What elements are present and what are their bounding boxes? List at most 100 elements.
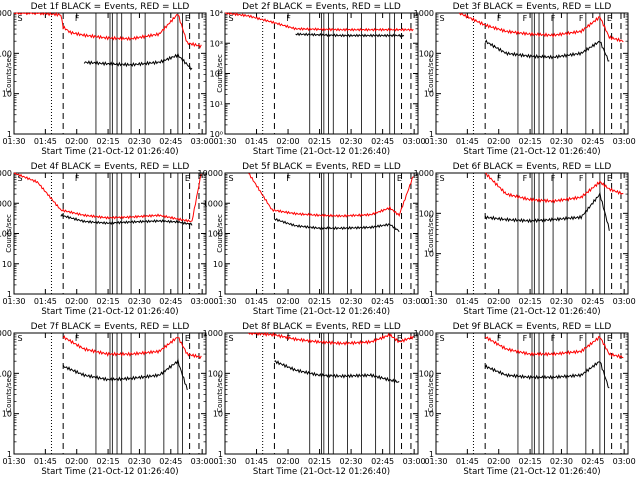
- y-axis-label: Counts/sec: [427, 214, 435, 253]
- chart-title: Det 7f BLACK = Events, RED = LLD: [31, 322, 190, 332]
- event-marker-label: F: [75, 174, 80, 183]
- y-tick-label: 1: [429, 290, 434, 299]
- x-tick-label: 02:00: [277, 297, 300, 306]
- x-tick-label: 02:15: [308, 137, 331, 146]
- x-axis-label: Start Time (21-Oct-12 01:26:40): [463, 147, 600, 157]
- y-tick-label: 10: [424, 250, 434, 259]
- event-marker-label: E: [397, 334, 402, 343]
- y-tick-label: 10000: [0, 169, 12, 178]
- x-tick-label: 03:00: [403, 457, 426, 466]
- event-marker-label: S: [229, 334, 234, 343]
- y-tick-label: 10²: [210, 70, 223, 79]
- x-tick-label: 01:45: [245, 457, 268, 466]
- y-axis-label: Counts/sec: [427, 54, 435, 93]
- x-tick-label: 02:15: [519, 137, 542, 146]
- x-tick-label: 03:00: [191, 137, 214, 146]
- y-tick-label: 1: [218, 290, 223, 299]
- y-tick-label: 10: [424, 410, 434, 419]
- event-marker-label: E: [185, 334, 190, 343]
- x-tick-label: 02:15: [97, 457, 120, 466]
- series-lld-line: [485, 172, 624, 204]
- x-tick-label: 01:30: [213, 457, 236, 466]
- event-marker-label: E: [607, 334, 612, 343]
- event-marker-label: S: [18, 334, 23, 343]
- x-tick-label: 02:45: [159, 457, 182, 466]
- x-tick-label: 02:15: [519, 457, 542, 466]
- x-tick-label: 02:00: [487, 297, 510, 306]
- series-events-line: [60, 213, 193, 226]
- x-tick-label: 02:30: [550, 297, 573, 306]
- event-marker-label: S: [440, 14, 445, 23]
- series-lld-line: [62, 334, 202, 360]
- event-marker-label: E: [185, 14, 190, 23]
- event-marker-label: F: [497, 334, 502, 343]
- x-tick-label: 02:45: [371, 137, 394, 146]
- y-tick-label: 100: [419, 209, 434, 218]
- x-tick-label: 02:30: [340, 137, 363, 146]
- x-tick-label: 02:00: [487, 457, 510, 466]
- y-tick-label: 10: [213, 410, 223, 419]
- x-tick-label: 03:00: [403, 297, 426, 306]
- series-events-line: [484, 361, 610, 389]
- x-tick-label: 01:30: [424, 137, 447, 146]
- y-tick-label: 100: [419, 369, 434, 378]
- series-lld-line: [225, 12, 414, 32]
- y-tick-label: 100: [0, 49, 12, 58]
- panel-1: Det 1f BLACK = Events, RED = LLD Counts/s…: [0, 2, 214, 157]
- x-tick-label: 02:15: [308, 297, 331, 306]
- y-tick-label: 10: [2, 90, 12, 99]
- x-axis-label: Start Time (21-Oct-12 01:26:40): [253, 147, 390, 157]
- event-marker-label: S: [229, 14, 234, 23]
- y-tick-label: 1000: [203, 199, 223, 208]
- event-marker-label: F: [551, 334, 556, 343]
- x-tick-label: 02:15: [308, 457, 331, 466]
- y-tick-label: 100: [419, 49, 434, 58]
- x-tick-label: 03:00: [613, 457, 636, 466]
- x-tick-label: 01:45: [456, 137, 479, 146]
- x-tick-label: 01:45: [34, 297, 57, 306]
- y-axis-label: Counts/sec: [5, 54, 13, 93]
- y-tick-label: 1000: [414, 169, 434, 178]
- series-lld-line: [248, 331, 414, 346]
- panel-2: Det 2f BLACK = Events, RED = LLD Counts/s…: [210, 2, 426, 157]
- series-events-line: [484, 39, 610, 62]
- y-tick-label: 1: [429, 450, 434, 459]
- y-tick-label: 1000: [0, 199, 12, 208]
- x-axis-label: Start Time (21-Oct-12 01:26:40): [41, 147, 178, 157]
- series-events-line: [62, 357, 188, 391]
- x-tick-label: 03:00: [613, 297, 636, 306]
- y-tick-label: 1: [429, 130, 434, 139]
- event-marker-label: F: [523, 14, 528, 23]
- panel-9: Det 9f BLACK = Events, RED = LLD Counts/s…: [414, 322, 636, 477]
- y-axis-label: Counts/sec: [216, 374, 224, 413]
- x-tick-label: 02:00: [277, 457, 300, 466]
- x-axis-label: Start Time (21-Oct-12 01:26:40): [253, 307, 390, 317]
- series-events-line: [295, 32, 405, 38]
- x-tick-label: 02:30: [340, 457, 363, 466]
- series-lld-line: [458, 12, 624, 43]
- x-tick-label: 02:45: [581, 297, 604, 306]
- y-tick-label: 100: [0, 369, 12, 378]
- x-axis-label: Start Time (21-Oct-12 01:26:40): [463, 467, 600, 477]
- x-tick-label: 02:15: [519, 297, 542, 306]
- x-axis-label: Start Time (21-Oct-12 01:26:40): [41, 307, 178, 317]
- y-tick-label: 1000: [414, 9, 434, 18]
- chart-title: Det 4f BLACK = Events, RED = LLD: [31, 162, 190, 172]
- y-tick-label: 10: [2, 260, 12, 269]
- event-marker-label: E: [607, 14, 612, 23]
- event-marker-label: F: [551, 174, 556, 183]
- series-events-line: [83, 52, 193, 71]
- event-marker-label: E: [185, 174, 190, 183]
- chart-title: Det 6f BLACK = Events, RED = LLD: [453, 162, 612, 172]
- event-marker-label: F: [579, 334, 584, 343]
- chart-title: Det 3f BLACK = Events, RED = LLD: [453, 2, 612, 12]
- event-marker-label: S: [18, 174, 23, 183]
- x-tick-label: 02:45: [371, 457, 394, 466]
- x-tick-label: 01:30: [213, 137, 236, 146]
- x-tick-label: 02:45: [581, 137, 604, 146]
- x-tick-label: 02:00: [65, 297, 88, 306]
- event-marker-label: S: [229, 174, 234, 183]
- panel-8: Det 8f BLACK = Events, RED = LLD Counts/s…: [203, 322, 426, 477]
- x-tick-label: 02:30: [128, 297, 151, 306]
